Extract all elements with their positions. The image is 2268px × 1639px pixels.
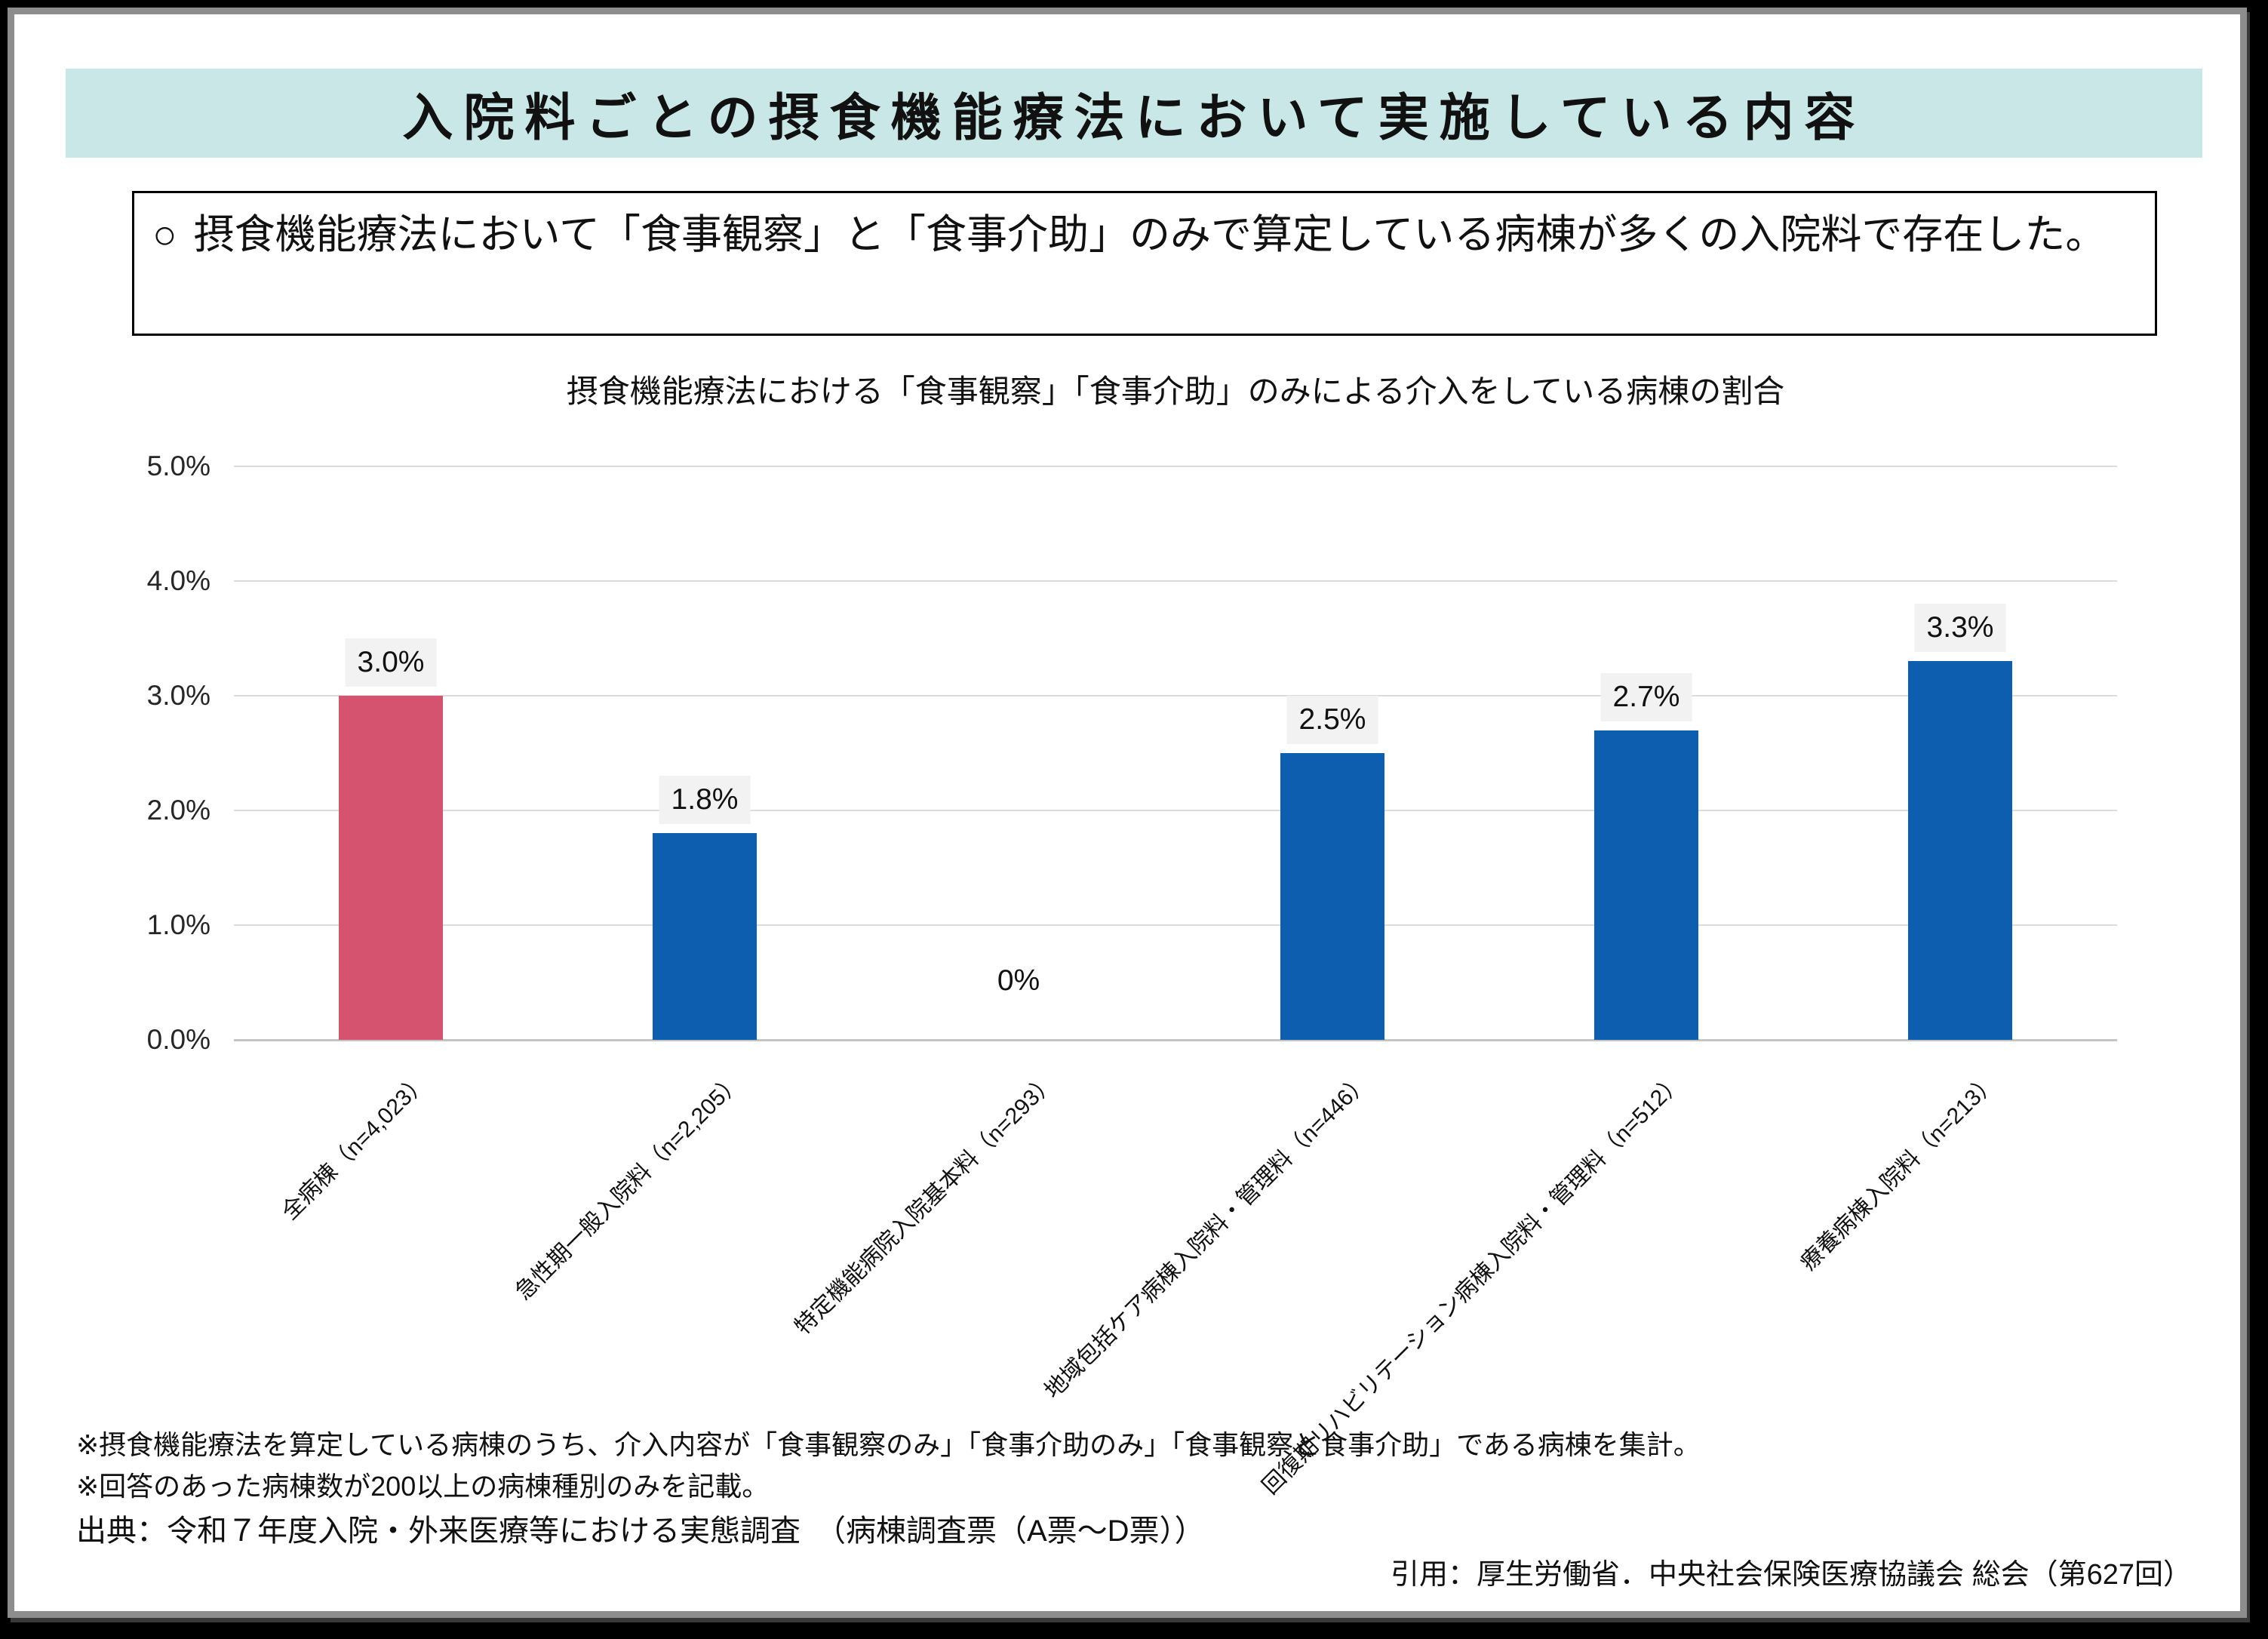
chart-title: 摂食機能療法における「食事観察」「食事介助」のみによる介入をしている病棟の割合 — [566, 374, 1785, 409]
y-axis-tick-label: 4.0% — [146, 565, 211, 596]
bar — [653, 833, 757, 1040]
y-axis-labels: 0.0% 1.0% 2.0% 3.0% 4.0% 5.0% — [29, 450, 211, 1055]
y-axis-tick-label: 3.0% — [146, 680, 211, 711]
x-axis-category-label: 療養病棟入院料（n=213） — [1795, 1069, 2002, 1276]
y-axis-tick-label: 0.0% — [146, 1024, 211, 1055]
bar-value-label: 3.0% — [345, 638, 437, 687]
footnote-1: ※摂食機能療法を算定している病棟のうち、介入内容が「食事観察のみ」「食事介助のみ… — [76, 1429, 1701, 1460]
gridline — [234, 695, 2117, 696]
summary-statement-box: ○ 摂食機能療法において「食事観察」と「食事介助」のみで算定している病棟が多くの… — [132, 191, 2157, 336]
x-axis-category-label: 特定機能病院入院基本料（n=293） — [790, 1069, 1061, 1340]
bar — [1908, 661, 2012, 1040]
bar-value-label: 2.5% — [1286, 696, 1378, 744]
citation-line: 引用：厚生労働省．中央社会保険医療協議会 総会（第627回） — [1391, 1559, 2192, 1591]
statement-text: 摂食機能療法において「食事観察」と「食事介助」のみで算定している病棟が多くの入院… — [193, 212, 2107, 257]
source-line: 出典：令和７年度入院・外来医療等における実態調査 （病棟調査票（A票～D票）） — [76, 1514, 1205, 1548]
gridline — [234, 810, 2117, 811]
slide-background: 入院料ごとの摂食機能療法において実施している内容 ○ 摂食機能療法において「食事… — [8, 8, 2247, 1618]
bar — [1594, 730, 1698, 1040]
x-axis-line — [234, 1039, 2117, 1041]
statement-bullet-marker: ○ — [152, 212, 177, 257]
bar-value-label: 1.8% — [659, 776, 751, 824]
y-axis-tick-label: 2.0% — [146, 795, 211, 826]
plot-area: 3.0% 全病棟（n=4,023） 1.8% 急性期一般入院料（n=2,205） 0% 特… — [234, 466, 2117, 1499]
bar-value-label: 3.3% — [1914, 604, 2006, 652]
page-title: 入院料ごとの摂食機能療法において実施している内容 — [402, 89, 1866, 146]
x-axis-category-label: 地域包括ケア病棟入院料・管理料（n=446） — [1040, 1069, 1375, 1404]
bar-value-label: 2.7% — [1600, 673, 1692, 721]
bar-value-label: 0% — [997, 964, 1040, 997]
y-axis-tick-label: 5.0% — [146, 450, 211, 481]
bar — [339, 696, 443, 1040]
title-banner: 入院料ごとの摂食機能療法において実施している内容 — [66, 69, 2202, 158]
bar — [1280, 753, 1384, 1040]
gridline — [234, 580, 2117, 582]
y-axis-tick-label: 1.0% — [146, 909, 211, 940]
footnote-2: ※回答のあった病棟数が200以上の病棟種別のみを記載。 — [76, 1471, 770, 1502]
gridline — [234, 466, 2117, 467]
footnotes-block: ※摂食機能療法を算定している病棟のうち、介入内容が「食事観察のみ」「食事介助のみ… — [76, 1424, 1701, 1554]
gridline — [234, 924, 2117, 926]
x-axis-category-label: 全病棟（n=4,023） — [277, 1069, 433, 1225]
x-axis-category-label: 急性期一般入院料（n=2,205） — [510, 1069, 747, 1305]
